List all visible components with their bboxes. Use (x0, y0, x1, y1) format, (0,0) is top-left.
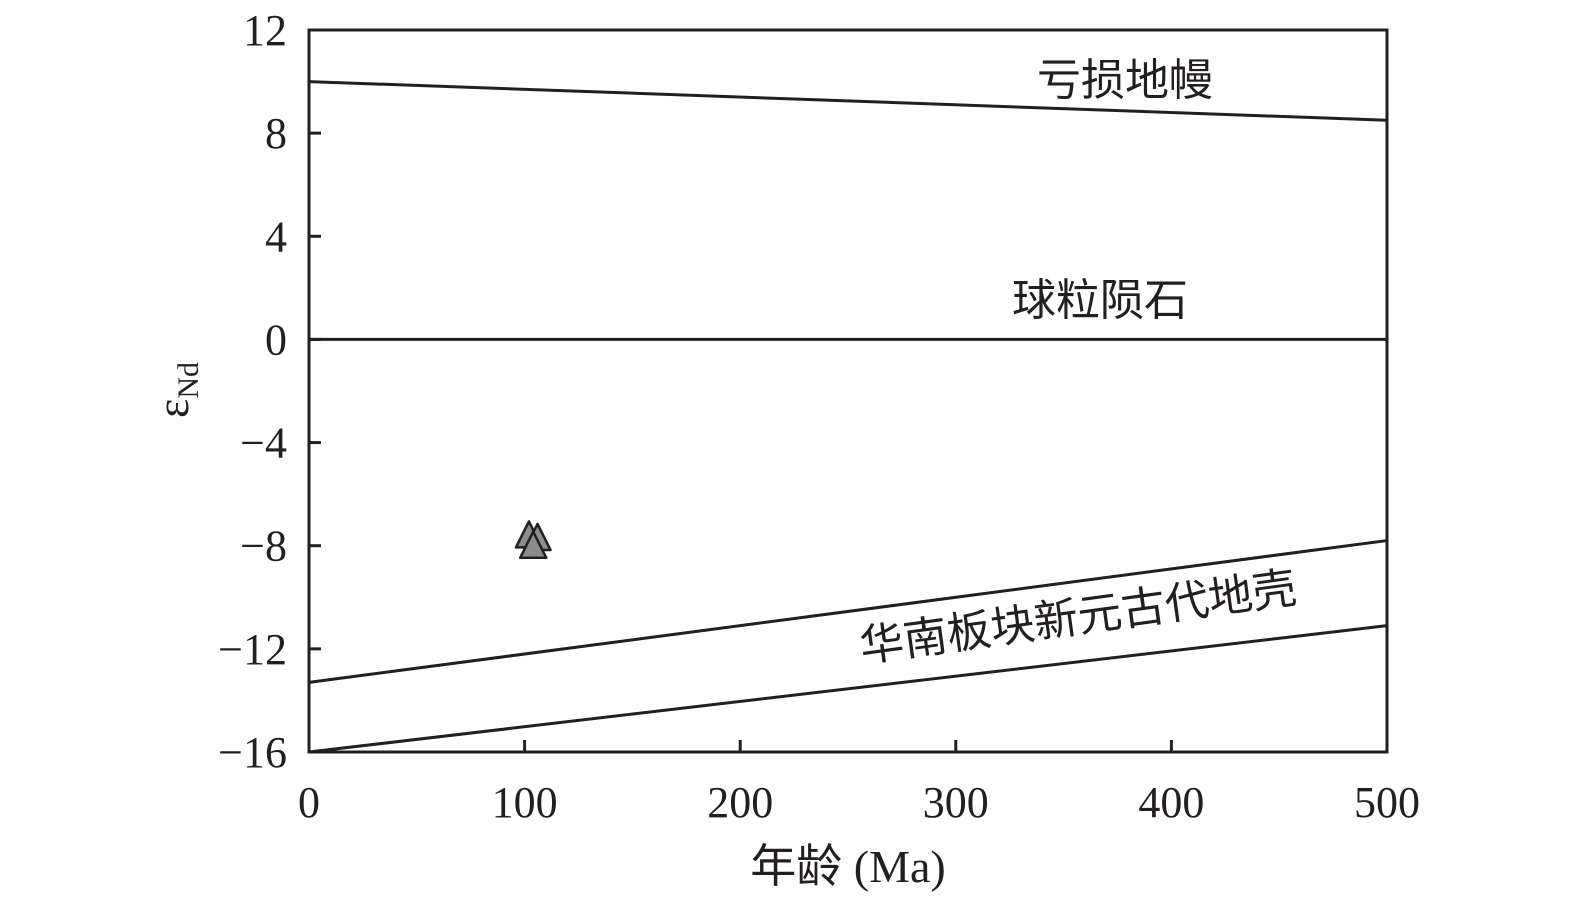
x-tick-label: 100 (492, 778, 558, 827)
chondrite-label: 球粒陨石 (1012, 275, 1188, 326)
y-tick-label: 0 (265, 315, 287, 364)
plot-frame (307, 28, 1389, 754)
depleted-mantle-label: 亏损地幔 (1037, 55, 1213, 106)
y-tick-label: 12 (243, 6, 287, 55)
data-point-triangle (518, 530, 548, 559)
x-axis-title: 年龄 (Ma) (750, 841, 945, 892)
depleted-mantle-line (308, 80, 1388, 122)
x-tick-label: 500 (1354, 778, 1420, 827)
y-tick-label: −16 (218, 728, 287, 777)
crust-label: 华南板块新元古代地壳 (857, 563, 1300, 673)
y-tick-label: −4 (240, 419, 287, 468)
tick-labels: 0 100 200 300 400 500 12 8 4 0 −4 −8 −12 −16 (218, 6, 1420, 827)
y-axis-title: εNd (147, 362, 205, 418)
y-tick-label: 8 (265, 109, 287, 158)
x-tick-label: 0 (298, 778, 320, 827)
axis-ticks (307, 28, 1389, 754)
y-tick-label: −8 (240, 522, 287, 571)
x-tick-label: 200 (707, 778, 773, 827)
y-axis-title-symbol: ε (147, 399, 198, 418)
y-tick-label: 4 (265, 212, 287, 261)
crust-lower-line (308, 624, 1388, 754)
reference-lines (308, 80, 1388, 754)
y-tick-label: −12 (218, 625, 287, 674)
x-tick-label: 300 (923, 778, 989, 827)
y-axis-title-subscript: Nd (172, 362, 205, 399)
crust-upper-line (308, 539, 1388, 684)
x-tick-label: 400 (1138, 778, 1204, 827)
data-points (514, 520, 552, 559)
